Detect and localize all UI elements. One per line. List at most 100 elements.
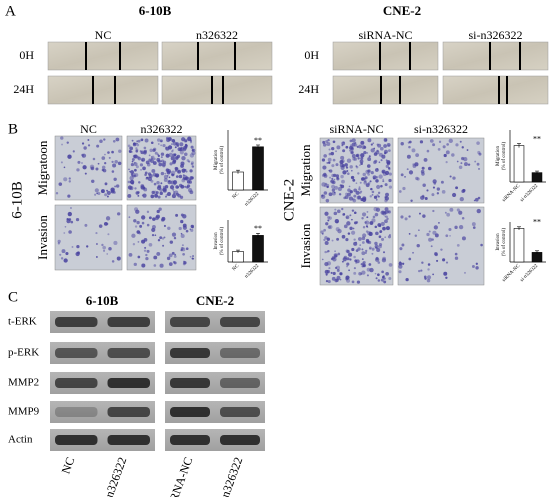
cell [192, 257, 195, 260]
cell [323, 184, 327, 188]
cell [446, 212, 451, 217]
cell [323, 238, 326, 242]
cell [372, 215, 376, 219]
cell [388, 172, 392, 176]
cell [385, 159, 388, 162]
cell [343, 224, 348, 229]
cell [68, 180, 71, 183]
cell [377, 223, 382, 227]
cell [162, 244, 165, 247]
cell [432, 179, 437, 184]
cell [340, 165, 345, 170]
cell [375, 231, 379, 236]
cell [398, 190, 402, 193]
cell [329, 176, 332, 179]
cell [156, 180, 160, 185]
cell [352, 178, 356, 182]
cell [181, 244, 184, 247]
cell [384, 236, 387, 239]
cell [150, 141, 154, 145]
cell [386, 217, 389, 221]
cell [460, 162, 463, 165]
cell [191, 176, 194, 180]
cell [427, 268, 430, 271]
cell [388, 263, 393, 267]
cell [415, 176, 419, 181]
cell [142, 166, 146, 171]
group-title: CNE-2 [281, 179, 297, 222]
cell [180, 164, 184, 168]
cell [333, 191, 336, 194]
cell [360, 140, 365, 145]
cell [480, 243, 483, 247]
cell [325, 140, 329, 143]
cell [404, 217, 408, 221]
cell [383, 144, 387, 148]
cell [445, 261, 449, 264]
cell [94, 193, 97, 196]
cell [440, 248, 443, 251]
cell [367, 169, 371, 173]
cell [101, 156, 106, 160]
cell [325, 198, 330, 203]
row-label: MMP9 [8, 406, 40, 418]
cell [103, 249, 106, 252]
cell [421, 261, 424, 264]
cell [320, 230, 324, 234]
cell [375, 277, 378, 280]
cell [173, 153, 177, 156]
cell [61, 143, 63, 146]
cell [326, 142, 331, 146]
cell [387, 235, 392, 239]
band [220, 435, 260, 445]
cell [459, 140, 462, 143]
cell [163, 178, 168, 182]
cell [95, 256, 98, 258]
cell [433, 225, 438, 230]
cell [136, 142, 138, 145]
cell [168, 152, 173, 157]
micrograph [161, 75, 273, 105]
cell [350, 175, 355, 180]
y-axis-unit: (% of control) [220, 146, 225, 175]
cell [190, 145, 194, 149]
cell [464, 271, 466, 274]
cell [404, 175, 406, 178]
row-label: p-ERK [8, 347, 39, 359]
cell [387, 210, 392, 214]
cell [372, 142, 375, 145]
cell [167, 226, 171, 231]
column-label: n326322 [196, 28, 238, 42]
cell [353, 267, 356, 270]
cell [349, 258, 352, 261]
micrograph [47, 75, 159, 105]
column-label: siRNA-NC [329, 122, 383, 136]
cell [334, 219, 340, 224]
cell [111, 260, 115, 263]
cell [345, 215, 350, 220]
cell [432, 143, 436, 147]
cell [150, 194, 155, 199]
cell [185, 177, 190, 182]
cell [365, 249, 368, 253]
cell [377, 261, 381, 264]
cell [171, 150, 174, 153]
cell [169, 240, 174, 244]
group-title: 6-10B [139, 3, 172, 18]
cell [362, 260, 366, 265]
cell [478, 167, 480, 170]
cell [172, 149, 174, 151]
cell [104, 153, 106, 156]
cell [189, 141, 193, 144]
cell [323, 191, 328, 195]
cell [112, 163, 117, 168]
cell [172, 188, 175, 191]
cell [154, 151, 158, 155]
cell [374, 168, 379, 172]
significance: ** [533, 134, 541, 143]
cell [101, 165, 106, 170]
cell [346, 221, 351, 226]
cell [385, 164, 389, 168]
cell [366, 164, 371, 168]
cell [355, 153, 360, 158]
